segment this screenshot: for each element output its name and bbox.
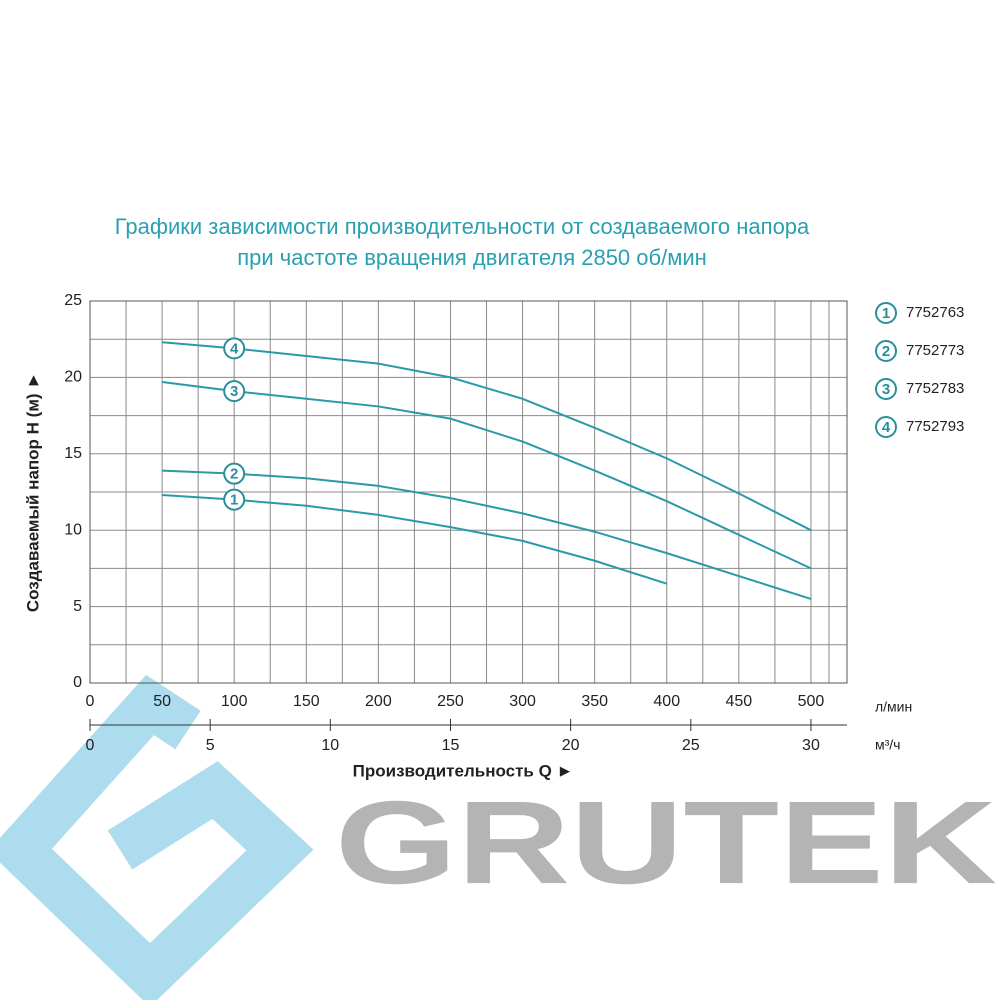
curve-label-circle: [223, 337, 246, 360]
y-tick-label: 15: [64, 445, 82, 462]
x2-tick-label: 25: [682, 737, 700, 754]
x2-unit: м³/ч: [875, 737, 900, 753]
legend-number: 2: [882, 343, 890, 360]
logo: GRUTEK: [0, 674, 997, 1000]
x-tick-label: 50: [153, 693, 171, 710]
y-tick-label: 0: [73, 674, 82, 691]
legend-number: 1: [882, 305, 890, 322]
series-line: [162, 494, 668, 585]
x-tick-label: 350: [581, 693, 608, 710]
x2-tick-label: 30: [802, 737, 820, 754]
x2-tick-label: 10: [321, 737, 339, 754]
series-line: [161, 380, 812, 570]
x-tick-label: 450: [726, 693, 753, 710]
legend-label: 7752783: [906, 380, 964, 397]
curve-label: 1: [230, 492, 238, 509]
legend-circle: [875, 340, 897, 362]
curve-label-circle: [223, 488, 246, 511]
legend-circle: [875, 302, 897, 324]
legend-circle: [875, 378, 897, 400]
curve-label: 2: [230, 466, 238, 483]
x-tick-label: 150: [293, 693, 320, 710]
curve-label-circle: [223, 380, 246, 403]
x-tick-label: 300: [509, 693, 536, 710]
legend-number: 4: [882, 419, 891, 436]
x-tick-label: 500: [798, 693, 825, 710]
series-line: [162, 469, 812, 600]
y-tick-label: 20: [64, 369, 82, 386]
y-axis-title: Создаваемый напор H (м) ►: [23, 372, 42, 612]
x-tick-label: 0: [86, 693, 95, 710]
y-tick-label: 10: [64, 521, 82, 538]
logo-mark: [0, 674, 314, 1000]
x-tick-label: 400: [653, 693, 680, 710]
x2-tick-label: 20: [562, 737, 580, 754]
chart-subtitle: при частоте вращения двигателя 2850 об/м…: [237, 245, 707, 270]
legend-number: 3: [882, 381, 890, 398]
x-tick-label: 200: [365, 693, 392, 710]
x-unit: л/мин: [875, 699, 912, 715]
x-tick-label: 100: [221, 693, 248, 710]
plot-frame: [89, 300, 848, 684]
curve-label: 4: [230, 340, 239, 357]
x2-tick-label: 0: [86, 737, 95, 754]
legend-circle: [875, 416, 897, 438]
x-tick-label: 250: [437, 693, 464, 710]
legend-label: 7752793: [906, 418, 964, 435]
x2-tick-label: 15: [442, 737, 460, 754]
legend-label: 7752763: [906, 304, 964, 321]
series-line: [162, 341, 812, 532]
x-axis-title: Производительность Q ►: [353, 761, 574, 780]
chart-title: Графики зависимости производительности о…: [115, 214, 810, 239]
y-tick-label: 25: [64, 292, 82, 309]
logo-text: GRUTEK: [335, 777, 997, 909]
curve-label-circle: [223, 462, 246, 485]
x2-tick-label: 5: [206, 737, 215, 754]
y-tick-label: 5: [73, 598, 82, 615]
curve-label: 3: [230, 383, 238, 400]
legend-label: 7752773: [906, 342, 964, 359]
